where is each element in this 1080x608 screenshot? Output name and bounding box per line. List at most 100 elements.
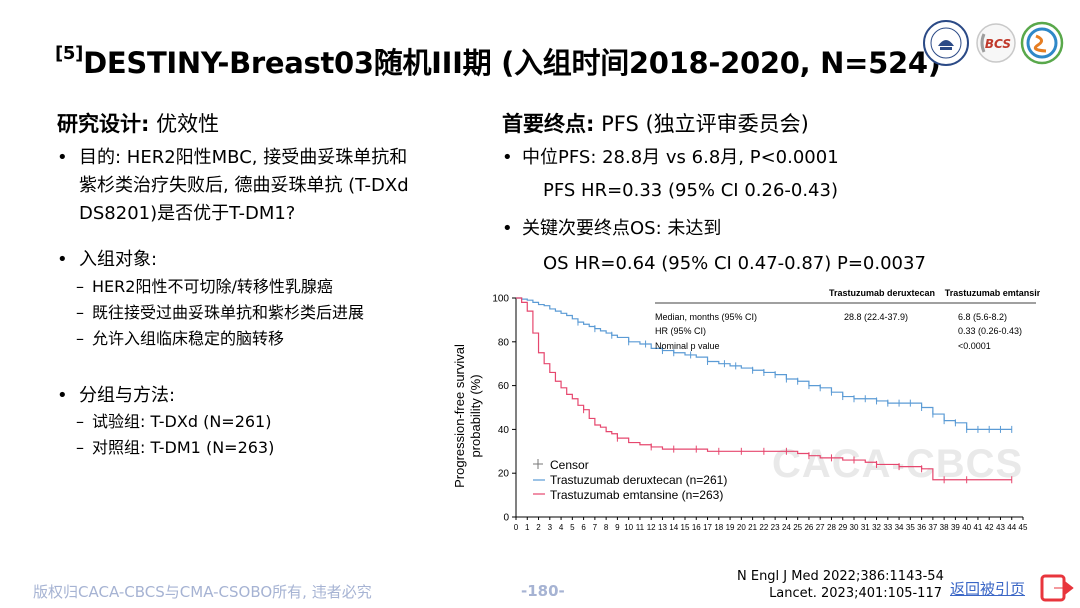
- x-tick-label: 1: [525, 523, 530, 532]
- pfs-line-2: PFS HR=0.33 (95% CI 0.26-0.43): [543, 180, 838, 201]
- series-line-tdxd: [516, 297, 1012, 430]
- x-tick-label: 26: [804, 523, 813, 532]
- table-cell: 0.33 (0.26-0.43): [958, 326, 1022, 336]
- purpose-line-3: DS8201)是否优于T-DM1?: [79, 203, 296, 224]
- pfs-bullet: • 中位PFS: 28.8月 vs 6.8月, P<0.0001: [502, 144, 839, 172]
- bullet-dot: •: [57, 249, 68, 270]
- x-tick-label: 21: [748, 523, 757, 532]
- pfs-line-1: 中位PFS: 28.8月 vs 6.8月, P<0.0001: [522, 147, 839, 168]
- x-tick-label: 5: [570, 523, 575, 532]
- x-tick-label: 27: [816, 523, 825, 532]
- x-tick-label: 30: [850, 523, 859, 532]
- x-tick-label: 43: [996, 523, 1005, 532]
- x-tick-label: 41: [973, 523, 982, 532]
- purpose-line-1: 目的: HER2阳性MBC, 接受曲妥珠单抗和: [79, 147, 408, 168]
- x-tick-label: 15: [681, 523, 690, 532]
- left-heading-rest: 优效性: [149, 112, 220, 136]
- chart-axes: [515, 298, 1023, 518]
- y-tick-label: 20: [498, 469, 510, 480]
- x-tick-label: 29: [838, 523, 847, 532]
- y-tick-label: 40: [498, 425, 510, 436]
- summary-table: Trastuzumab deruxtecan Trastuzumab emtan…: [655, 288, 1040, 351]
- y-axis-label-line-2: probability (%): [468, 374, 483, 457]
- x-tick-label: 9: [615, 523, 620, 532]
- caca-seal-logo: [923, 20, 969, 66]
- slide-title: [5]DESTINY-Breast03随机III期 (入组时间2018-2020…: [55, 40, 941, 82]
- chart-legend: Censor Trastuzumab deruxtecan (n=261) Tr…: [533, 458, 727, 502]
- list-item: – 对照组: T-DM1 (N=263): [76, 438, 275, 457]
- x-tick-label: 7: [593, 523, 598, 532]
- x-tick-label: 14: [669, 523, 678, 532]
- list-item: – 既往接受过曲妥珠单抗和紫杉类后进展: [76, 303, 365, 322]
- x-tick-label: 12: [647, 523, 656, 532]
- os-bullet: • 关键次要终点OS: 未达到: [502, 215, 721, 243]
- x-tick-label: 8: [604, 523, 609, 532]
- x-tick-label: 38: [940, 523, 949, 532]
- legend-censor-label: Censor: [550, 458, 589, 472]
- right-heading-bold: 首要终点:: [502, 112, 595, 136]
- x-tick-label: 42: [985, 523, 994, 532]
- x-tick-label: 18: [714, 523, 723, 532]
- x-tick-label: 13: [658, 523, 667, 532]
- reference-superscript: [5]: [55, 43, 84, 65]
- bullet-dot: •: [57, 385, 68, 406]
- x-tick-label: 0: [514, 523, 519, 532]
- x-tick-label: 31: [861, 523, 870, 532]
- back-to-citation-link[interactable]: 返回被引页: [950, 580, 1026, 598]
- enroll-bullet: • 入组对象:: [57, 246, 157, 274]
- x-tick-label: 28: [827, 523, 836, 532]
- x-tick-label: 19: [726, 523, 735, 532]
- x-tick-label: 45: [1019, 523, 1028, 532]
- table-col-1-header: Trastuzumab deruxtecan: [829, 288, 935, 298]
- bullet-dot: •: [502, 147, 513, 168]
- return-arrow-icon[interactable]: [1040, 572, 1074, 604]
- enroll-list: – HER2阳性不可切除/转移性乳腺癌 – 既往接受过曲妥珠单抗和紫杉类后进展 – 允…: [76, 274, 364, 352]
- group-label: 分组与方法:: [79, 385, 176, 406]
- legend-tdm1-label: Trastuzumab emtansine (n=263): [550, 488, 723, 502]
- references: N Engl J Med 2022;386:1143-54 Lancet. 20…: [737, 568, 944, 602]
- x-tick-label: 20: [737, 523, 746, 532]
- title-text: DESTINY-Breast03随机III期 (入组时间2018-2020, N…: [83, 46, 941, 80]
- reference-1: N Engl J Med 2022;386:1143-54: [737, 569, 944, 584]
- x-tick-label: 33: [883, 523, 892, 532]
- x-tick-label: 39: [951, 523, 960, 532]
- x-tick-label: 3: [548, 523, 553, 532]
- list-item: – HER2阳性不可切除/转移性乳腺癌: [76, 277, 333, 296]
- table-cell: 28.8 (22.4-37.9): [844, 312, 908, 322]
- bcs-logo: BCS: [976, 23, 1016, 63]
- censor-marks: [577, 318, 1013, 484]
- x-tick-label: 22: [759, 523, 768, 532]
- table-row-label: Nominal p value: [655, 341, 720, 351]
- reference-2: Lancet. 2023;401:105-117: [769, 586, 942, 601]
- bullet-dot: •: [502, 218, 513, 239]
- list-item: – 试验组: T-DXd (N=261): [76, 412, 272, 431]
- logo-group: BCS: [918, 12, 1066, 74]
- bullet-dot: •: [57, 147, 68, 168]
- y-tick-label: 100: [492, 294, 509, 305]
- y-tick-label: 80: [498, 337, 510, 348]
- group-bullet: • 分组与方法:: [57, 382, 175, 410]
- y-tick-labels: 0 20 40 60 80 100: [492, 294, 516, 524]
- x-tick-label: 44: [1007, 523, 1016, 532]
- enroll-label: 入组对象:: [79, 249, 158, 270]
- list-item: – 允许入组临床稳定的脑转移: [76, 329, 285, 348]
- x-tick-label: 32: [872, 523, 881, 532]
- x-tick-label: 25: [793, 523, 802, 532]
- table-cell: 6.8 (5.6-8.2): [958, 312, 1007, 322]
- x-tick-label: 10: [624, 523, 633, 532]
- y-axis-label-line-1: Progression-free survival: [452, 344, 467, 488]
- bcs-logo-text: BCS: [985, 37, 1011, 51]
- os-line-2: OS HR=0.64 (95% CI 0.47-0.87) P=0.0037: [543, 253, 926, 274]
- series-line-tdm1: [516, 297, 1012, 481]
- right-heading: 首要终点: PFS (独立评审委员会): [502, 108, 809, 138]
- x-tick-label: 24: [782, 523, 791, 532]
- x-tick-label: 6: [581, 523, 586, 532]
- table-cell: <0.0001: [958, 341, 991, 351]
- x-tick-label: 40: [962, 523, 971, 532]
- copyright-notice: 版权归CACA-CBCS与CMA-CSOBO所有, 违者必究: [33, 583, 372, 601]
- left-heading: 研究设计: 优效性: [57, 108, 219, 138]
- page-number: -180-: [521, 582, 565, 600]
- purpose-line-2: 紫杉类治疗失败后, 德曲妥珠单抗 (T-DXd: [79, 175, 409, 196]
- y-tick-label: 0: [503, 513, 509, 524]
